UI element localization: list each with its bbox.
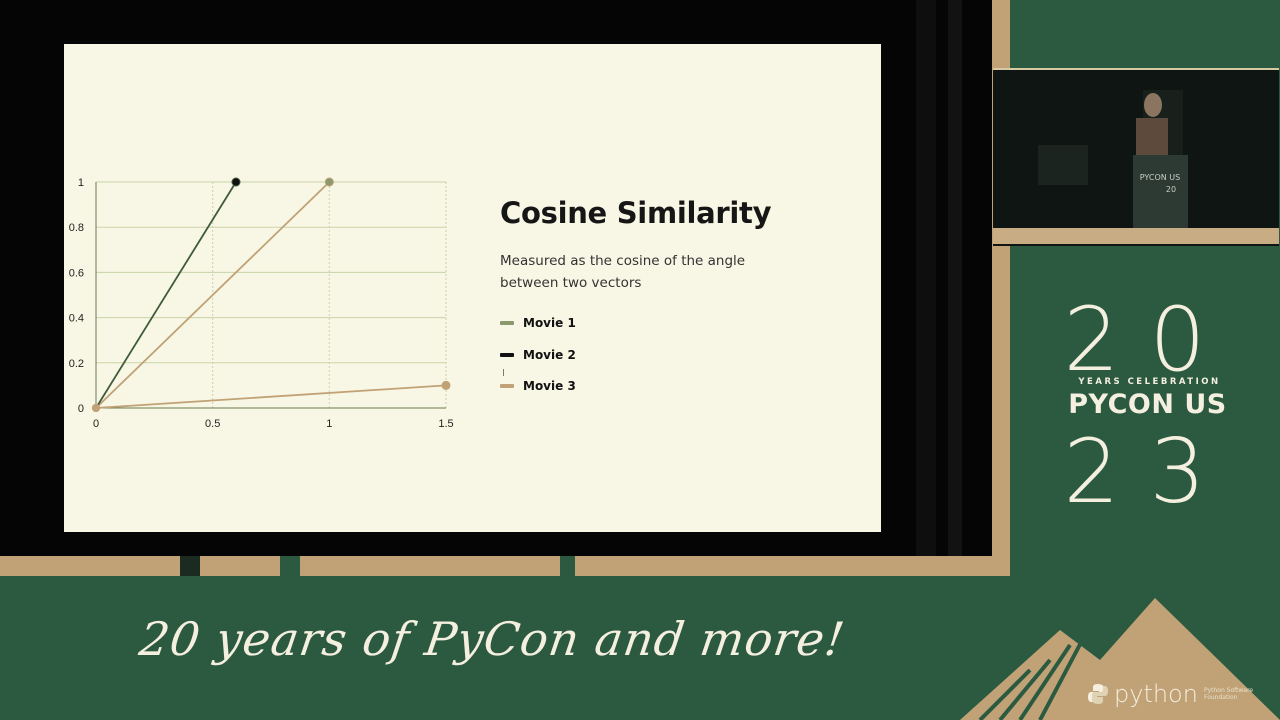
series-origin-3 xyxy=(92,404,100,412)
y-tick-label: 1 xyxy=(78,177,84,189)
series-line-2 xyxy=(95,181,237,409)
python-logo: python Python Software Foundation xyxy=(1086,680,1256,708)
x-tick-label: 1.5 xyxy=(438,418,453,430)
x-tick-label: 1 xyxy=(326,418,332,430)
logo-year-top: 20 xyxy=(1063,288,1236,391)
speaker-camera-feed: PYCON US 20 xyxy=(993,68,1279,246)
legend-item-movie-2: Movie 2 xyxy=(500,348,576,362)
slide xyxy=(64,44,881,532)
cosine-chart: 0 0.2 0.4 0.6 0.8 1 0 0.5 1 1.5 xyxy=(69,177,454,430)
y-tick-label: 0.4 xyxy=(69,313,84,325)
python-icon xyxy=(1088,684,1108,704)
series-endpoint-1 xyxy=(324,177,334,187)
legend-label: Movie 3 xyxy=(523,379,576,393)
y-tick-label: 0.2 xyxy=(69,358,84,370)
logo-pycon-us: PYCON US xyxy=(1068,389,1227,420)
legend-label: Movie 1 xyxy=(523,316,576,330)
series-line-3 xyxy=(95,384,447,409)
camera-frame-bottom xyxy=(993,228,1279,244)
legend-swatch xyxy=(500,321,514,325)
series-endpoint-2 xyxy=(231,177,241,187)
legend-swatch xyxy=(500,384,514,388)
legend-item-movie-1: Movie 1 xyxy=(500,316,576,330)
svg-text:20: 20 xyxy=(1166,185,1176,194)
x-tick-label: 0.5 xyxy=(205,418,220,430)
chart-grid xyxy=(95,181,447,409)
stage-strip xyxy=(0,556,1010,576)
x-tick-label: 0 xyxy=(93,418,99,430)
text-cursor-icon: I xyxy=(502,368,505,379)
mountain-graphic xyxy=(960,598,1280,720)
legend-item-movie-3: Movie 3 xyxy=(500,379,576,393)
tagline: 20 years of PyCon and more! xyxy=(136,612,849,666)
chart-axes xyxy=(95,182,446,409)
python-foundation-text: Python Software Foundation xyxy=(1203,687,1254,701)
slide-subtitle: Measured as the cosine of the angle betw… xyxy=(500,253,746,291)
series-endpoint-3 xyxy=(441,380,451,390)
legend-label: Movie 2 xyxy=(523,348,576,362)
logo-year-bottom: 23 xyxy=(1063,420,1236,523)
y-tick-label: 0 xyxy=(78,403,84,415)
legend-swatch xyxy=(500,353,514,357)
chart-ticks: 0 0.2 0.4 0.6 0.8 1 0 0.5 1 1.5 xyxy=(69,177,454,430)
python-wordmark: python xyxy=(1114,680,1198,708)
speaker-image: PYCON US 20 xyxy=(993,70,1279,246)
series-line-1 xyxy=(95,181,330,409)
y-tick-label: 0.8 xyxy=(69,222,84,234)
screen-edge xyxy=(948,0,962,556)
screen-edge xyxy=(916,0,936,556)
slide-title: Cosine Similarity xyxy=(500,196,772,230)
chart-series xyxy=(92,177,451,412)
logo-years-celebration: YEARS CELEBRATION xyxy=(1078,377,1221,387)
svg-text:PYCON US: PYCON US xyxy=(1140,173,1180,182)
y-tick-label: 0.6 xyxy=(69,267,84,279)
